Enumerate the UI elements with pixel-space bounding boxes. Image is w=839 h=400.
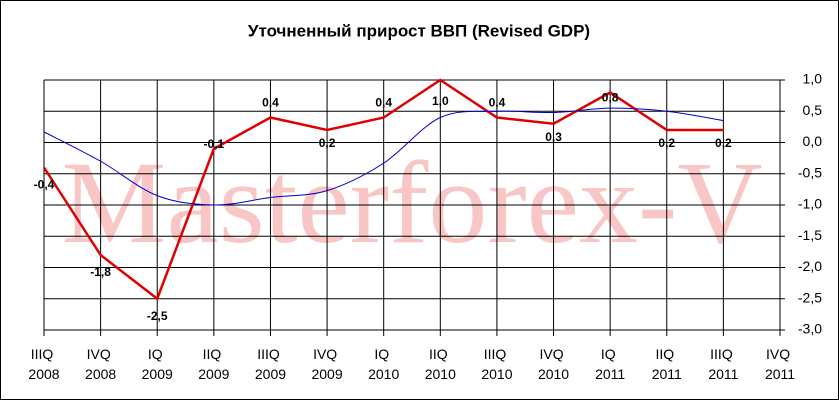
x-tick-label: IIIQ 2009 [255, 346, 286, 382]
x-tick-label: IIQ 2009 [198, 346, 229, 382]
x-tick-label: IIQ 2010 [425, 346, 456, 382]
x-tick-label: IQ 2010 [368, 346, 399, 382]
data-label: 0,8 [602, 91, 619, 105]
x-tick-label: IVQ 2009 [311, 346, 342, 382]
data-label: 0,2 [658, 136, 675, 150]
y-tick-label: -2,5 [798, 289, 822, 305]
data-label: 0,4 [489, 96, 506, 110]
y-tick-label: -0,5 [798, 164, 822, 180]
data-label: 0,3 [545, 130, 562, 144]
data-label: -0,1 [204, 137, 225, 151]
chart-title: Уточненный прирост ВВП (Revised GDP) [248, 21, 590, 40]
x-tick-label: IVQ 2010 [538, 346, 569, 382]
x-tick-label: IQ 2011 [595, 346, 625, 382]
watermark: Masterforex-V [61, 137, 762, 268]
x-tick-label: IIIQ 2008 [28, 346, 59, 382]
data-label: 0,2 [715, 136, 732, 150]
y-tick-label: 0,5 [803, 102, 823, 118]
data-label: 0,4 [262, 96, 279, 110]
y-tick-label: 0,0 [803, 133, 823, 149]
data-label: -0,4 [34, 178, 55, 192]
series-line [42, 78, 724, 301]
x-tick-label: IVQ 2011 [765, 346, 795, 382]
x-tick-label: IIIQ 2010 [481, 346, 512, 382]
x-tick-label: IIIQ 2011 [708, 346, 738, 382]
y-tick-label: -1,0 [798, 196, 822, 212]
data-label: 1,0 [432, 94, 449, 108]
x-tick-label: IIQ 2011 [652, 346, 682, 382]
x-tick-label: IVQ 2008 [85, 346, 116, 382]
data-label: 0,2 [319, 136, 336, 150]
y-tick-label: -1,5 [798, 227, 822, 243]
y-tick-label: 1,0 [803, 71, 823, 87]
y-tick-label: -3,0 [798, 321, 822, 337]
data-label: -2,5 [147, 309, 168, 323]
data-label: -1,8 [90, 265, 111, 279]
y-tick-label: -2,0 [798, 258, 822, 274]
data-label: 0,4 [375, 96, 392, 110]
x-tick-label: IQ 2009 [142, 346, 173, 382]
series-line [43, 107, 724, 206]
